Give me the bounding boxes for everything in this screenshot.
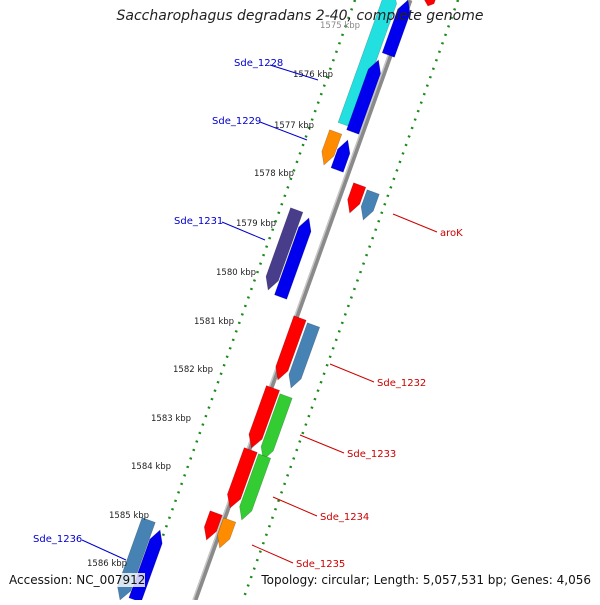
- gene-label-sde_1231: Sde_1231: [174, 216, 223, 227]
- cds-red-feature-top: [424, 0, 436, 7]
- cds-red-feature-1234: [227, 447, 258, 509]
- map-title: Saccharophagus degradans 2-40, complete …: [116, 8, 484, 24]
- genome-backbone-highlight: [192, 0, 409, 601]
- cds-steelblue-feature-arok-b: [360, 189, 380, 221]
- cds-red-feature-1233: [248, 385, 280, 449]
- leader-line-sde_1236: [81, 539, 127, 561]
- tick-label-1582: 1582 kbp: [173, 365, 213, 375]
- cds-cyan-feature: [337, 0, 397, 128]
- cds-blue-feature-1231b: [274, 217, 312, 300]
- gene-label-sde_1228: Sde_1228: [234, 58, 283, 69]
- cds-blue-feature-1229b: [330, 139, 351, 173]
- cds-green-feature-1233b: [260, 393, 293, 461]
- tick-label-1576: 1576 kbp: [293, 70, 333, 80]
- kbp-tick-labels: 1575 kbp 1576 kbp 1577 kbp 1578 kbp 1579 kbp…: [87, 21, 360, 569]
- cds-orange-feature-1229: [321, 129, 343, 166]
- tick-label-1585: 1585 kbp: [109, 511, 149, 521]
- tick-label-1578: 1578 kbp: [254, 169, 294, 179]
- tick-label-1580: 1580 kbp: [216, 268, 256, 278]
- cds-red-feature-arok: [347, 182, 367, 214]
- cds-green-feature-1234b: [239, 453, 272, 521]
- tick-label-1583: 1583 kbp: [151, 414, 191, 424]
- cds-blue-feature-1228: [346, 59, 381, 135]
- leader-line-sde_1233: [299, 434, 345, 454]
- tick-label-1584: 1584 kbp: [131, 462, 171, 472]
- leader-line-sde_1232: [329, 363, 375, 383]
- gene-label-sde_1236: Sde_1236: [33, 534, 82, 545]
- cds-orange-feature-1235b: [217, 517, 237, 549]
- gene-label-sde_1232: Sde_1232: [377, 378, 426, 389]
- leader-line-sde_1228: [269, 64, 319, 81]
- gene-label-sde_1229: Sde_1229: [212, 116, 261, 127]
- gene-label-sde_1235: Sde_1235: [296, 559, 345, 570]
- accession-label: Accession: NC_007912: [9, 573, 146, 587]
- tick-label-1581: 1581 kbp: [194, 317, 234, 327]
- gene-label-arok: aroK: [440, 228, 463, 239]
- cds-steelblue-feature-1232b: [288, 322, 321, 389]
- genome-summary: Topology: circular; Length: 5,057,531 bp…: [261, 573, 591, 587]
- cds-blue-feature-top: [381, 0, 411, 58]
- gene-label-sde_1234: Sde_1234: [320, 512, 369, 523]
- cds-purple-feature-1231: [265, 207, 304, 291]
- cds-red-feature-1232: [275, 315, 307, 381]
- leader-line-sde_1229: [259, 121, 308, 141]
- leader-line-sde_1234: [272, 496, 318, 517]
- tick-label-1579: 1579 kbp: [236, 219, 276, 229]
- tick-label-1575: 1575 kbp: [320, 21, 360, 31]
- leader-line-sde_1235: [251, 544, 294, 564]
- leader-line-sde_1231: [221, 221, 266, 241]
- leader-line-arok: [392, 213, 438, 233]
- left-tick-track: [138, 0, 357, 601]
- gene-callouts: Sde_1228 Sde_1229 Sde_1231 Sde_1236 aroK Sde_…: [33, 58, 463, 570]
- cds-red-feature-1235: [203, 510, 223, 541]
- cds-features: [117, 0, 436, 603]
- tick-label-1577: 1577 kbp: [274, 121, 314, 131]
- tick-label-1586: 1586 kbp: [87, 559, 127, 569]
- gene-label-sde_1233: Sde_1233: [347, 449, 396, 460]
